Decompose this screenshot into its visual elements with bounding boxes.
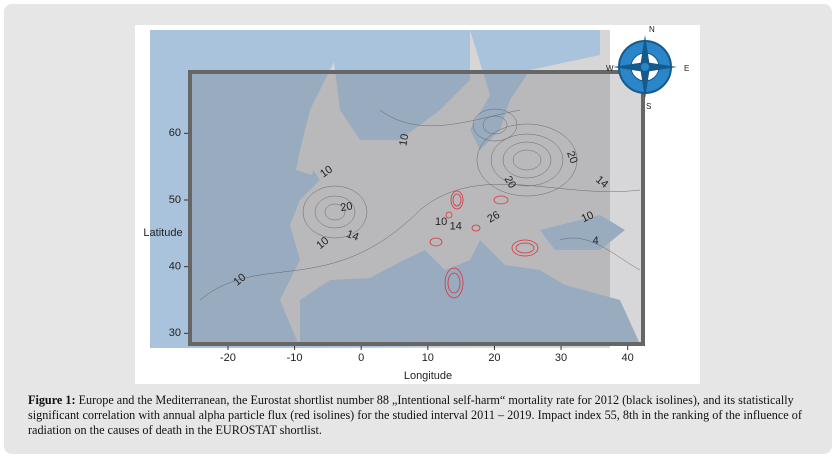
- mediterranean: [300, 240, 640, 348]
- isoline-label: 20: [502, 174, 519, 191]
- caption-text: Europe and the Mediterranean, the Eurost…: [28, 393, 802, 437]
- map: [150, 30, 645, 348]
- baltic: [470, 30, 600, 150]
- x-tick-label: 0: [358, 352, 364, 364]
- isoline-label: 4: [593, 235, 599, 247]
- compass-label: N: [649, 25, 655, 34]
- compass-label: E: [684, 64, 689, 73]
- isoline-label: 10: [580, 209, 596, 225]
- y-tick-label: 60: [169, 127, 181, 139]
- compass: [613, 35, 677, 99]
- x-tick-label: -20: [220, 352, 236, 364]
- x-axis-label: Longitude: [404, 370, 452, 382]
- compass-center: [641, 63, 649, 71]
- compass-label: W: [606, 64, 614, 73]
- north-sea: [330, 30, 470, 140]
- isoline-label: 20: [339, 200, 353, 214]
- black-isolines: [199, 108, 641, 301]
- isoline-label: 10: [318, 163, 335, 180]
- x-tick-label: 10: [422, 352, 434, 364]
- caption-label: Figure 1:: [28, 393, 76, 407]
- isoline-label: 20: [564, 149, 579, 165]
- isoline-label: 26: [485, 209, 502, 226]
- y-axis-label: Latitude: [143, 227, 182, 239]
- black-sea: [540, 215, 625, 250]
- y-tick-label: 40: [169, 261, 181, 273]
- red-isolines: [429, 190, 539, 299]
- isoline-label: 14: [345, 228, 361, 243]
- isoline-label: 14: [450, 221, 462, 233]
- british-isles: [296, 120, 350, 175]
- isoline-label: 10: [435, 216, 447, 228]
- compass-label: S: [646, 102, 651, 111]
- atlantic: [150, 30, 335, 348]
- y-tick-label: 50: [169, 194, 181, 206]
- y-tick-label: 30: [169, 327, 181, 339]
- x-tick-label: 20: [488, 352, 500, 364]
- plot-frame: [188, 70, 645, 346]
- caption: Figure 1: Europe and the Mediterranean, …: [28, 393, 818, 438]
- isoline-label: 10: [397, 133, 411, 147]
- x-tick-label: -10: [287, 352, 303, 364]
- x-tick-label: 40: [622, 352, 634, 364]
- x-tick-label: 30: [555, 352, 567, 364]
